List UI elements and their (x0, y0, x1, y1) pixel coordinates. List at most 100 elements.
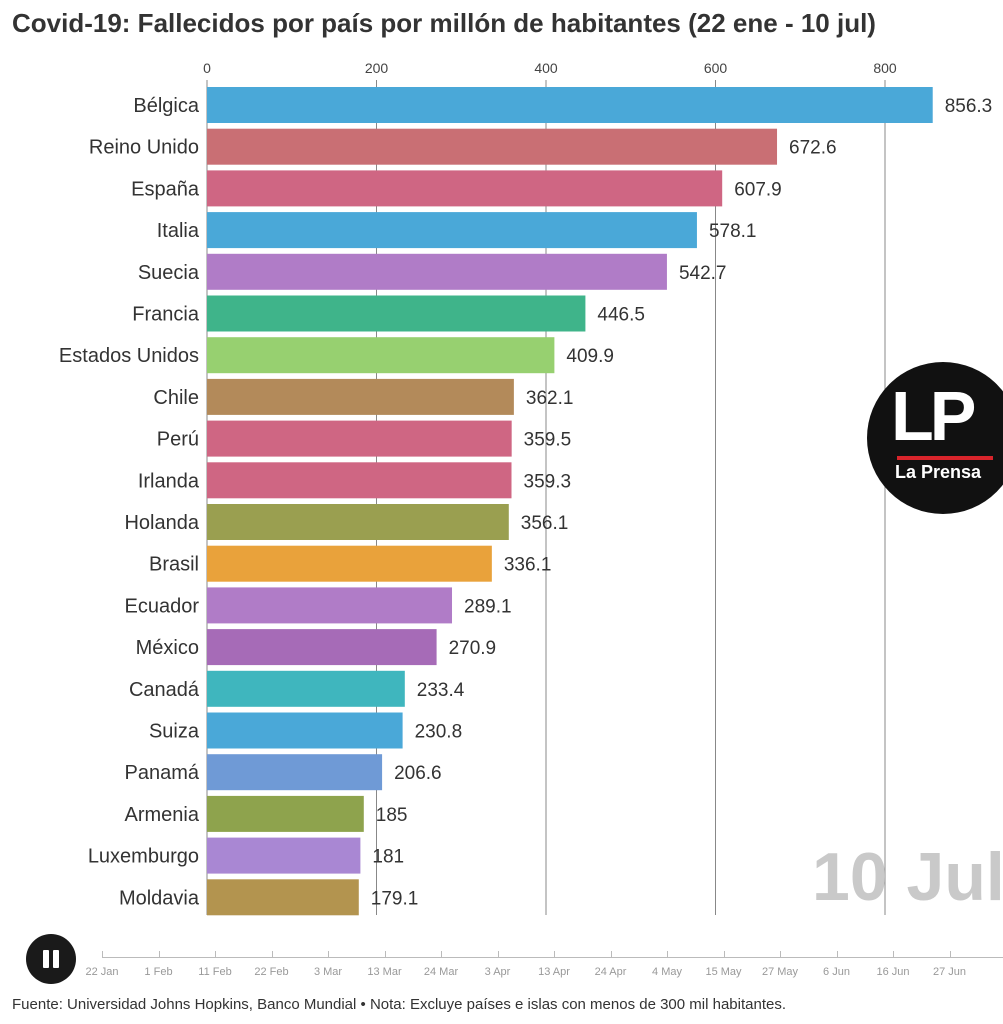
timeline-tick (667, 951, 668, 957)
bar (207, 420, 512, 457)
value-label: 233.4 (417, 680, 465, 701)
value-label: 230.8 (415, 722, 463, 743)
bar-chart: 0 200 400 600 800 Bélgica Reino Unido España It… (59, 60, 993, 916)
bar (207, 795, 364, 832)
timeline-tick (893, 951, 894, 957)
logo-name: La Prensa (895, 462, 982, 482)
value-label: 185 (376, 805, 408, 826)
timeline-tick (780, 951, 781, 957)
timeline-date-label[interactable]: 16 Jun (876, 966, 910, 978)
category-label: España (131, 178, 200, 200)
bar (207, 545, 492, 582)
bar (207, 170, 723, 207)
timeline-date-label[interactable]: 24 Apr (594, 966, 627, 978)
value-label: 359.5 (524, 430, 572, 451)
value-label: 542.7 (679, 263, 727, 284)
category-label: Suiza (149, 721, 200, 743)
category-label: Canadá (129, 679, 200, 701)
timeline-tick (158, 951, 160, 957)
bar (207, 295, 586, 332)
timeline-date-label[interactable]: 6 Jun (823, 966, 850, 978)
timeline-date-label[interactable]: 3 Apr (484, 966, 511, 978)
value-label: 446.5 (597, 305, 645, 326)
category-label: Reino Unido (89, 137, 199, 159)
category-label: Chile (153, 387, 199, 409)
bar (207, 712, 403, 749)
timeline-axis (102, 957, 1003, 958)
bar (207, 587, 453, 624)
value-label: 672.6 (789, 138, 837, 159)
timeline-date-label[interactable]: 13 Mar (367, 966, 402, 978)
bar (207, 128, 778, 165)
value-label: 179.1 (371, 888, 419, 909)
timeline-date-label[interactable]: 27 May (761, 966, 799, 978)
value-label: 270.9 (449, 638, 497, 659)
value-label: 181 (372, 847, 404, 868)
timeline-tick (215, 951, 216, 957)
bar (207, 337, 555, 374)
timeline-tick (271, 951, 273, 957)
bar (207, 87, 933, 123)
x-tick-label: 0 (203, 60, 211, 76)
timeline-date-label[interactable]: 22 Jan (85, 966, 119, 978)
x-tick-label: 200 (365, 60, 389, 76)
value-label: 359.3 (524, 471, 572, 492)
timeline-tick (441, 951, 442, 957)
logo-accent-bar (897, 456, 993, 460)
bar (207, 212, 697, 249)
category-label: Irlanda (138, 470, 200, 492)
logo-letters: LP (891, 377, 976, 455)
bar (207, 837, 361, 874)
category-label: Ecuador (125, 595, 200, 617)
bar (207, 879, 359, 916)
timeline-date-label[interactable]: 4 May (652, 966, 682, 978)
category-label: Moldavia (119, 887, 200, 909)
category-label: Luxemburgo (88, 846, 199, 868)
bar (207, 629, 437, 666)
category-label: Bélgica (133, 95, 199, 117)
chart-title: Covid-19: Fallecidos por país por millón… (12, 8, 876, 38)
timeline-tick (102, 951, 103, 957)
value-label: 206.6 (394, 763, 442, 784)
category-label: México (136, 637, 199, 659)
category-label: Armenia (125, 804, 200, 826)
bar (207, 670, 405, 707)
bar (207, 754, 383, 791)
value-label: 607.9 (734, 179, 782, 200)
category-label: Perú (157, 429, 199, 451)
category-label: Italia (157, 220, 200, 242)
timeline-date-label[interactable]: 24 Mar (423, 966, 459, 978)
x-tick-label: 400 (534, 60, 558, 76)
timeline-date-label[interactable]: 11 Feb (198, 966, 232, 978)
timeline-date-label[interactable]: 15 May (705, 966, 742, 978)
timeline-tick (328, 951, 329, 957)
value-label: 362.1 (526, 388, 574, 409)
current-date-watermark: 10 Jul (812, 839, 1003, 915)
timeline-date-label[interactable]: 22 Feb (254, 966, 289, 978)
timeline-tick (836, 951, 838, 957)
value-label: 336.1 (504, 555, 552, 576)
bar (207, 504, 509, 540)
la-prensa-logo: LP La Prensa (867, 362, 1003, 514)
timeline-tick (949, 951, 951, 957)
bar (207, 378, 514, 415)
pause-button[interactable] (26, 934, 76, 984)
source-footnote: Fuente: Universidad Johns Hopkins, Banco… (12, 996, 787, 1013)
value-label: 856.3 (945, 96, 993, 117)
category-label: Francia (132, 304, 200, 326)
timeline-date-label[interactable]: 1 Feb (144, 966, 173, 978)
timeline-date-label[interactable]: 3 Mar (313, 966, 343, 978)
value-label: 578.1 (709, 221, 757, 242)
value-label: 289.1 (464, 596, 512, 617)
timeline-date-label[interactable]: 27 Jun (932, 966, 967, 978)
timeline-tick (497, 951, 499, 957)
category-label: Holanda (124, 512, 199, 534)
timeline-tick (554, 951, 555, 957)
value-label: 409.9 (566, 346, 614, 367)
bar (207, 253, 667, 290)
pause-icon (43, 950, 49, 968)
category-label: Estados Unidos (59, 345, 199, 367)
category-label: Brasil (149, 554, 199, 576)
timeline-date-label[interactable]: 13 Apr (538, 966, 570, 978)
bar (207, 462, 512, 499)
